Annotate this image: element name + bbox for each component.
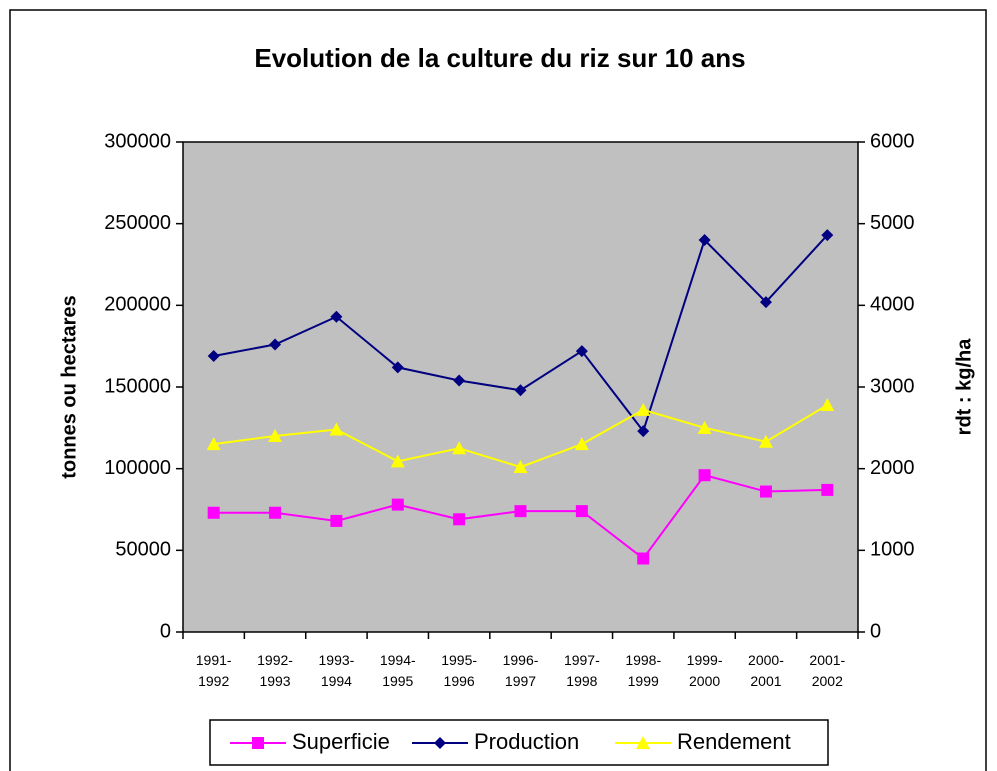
y-tick-label: 300000	[104, 130, 171, 152]
y-tick-label: 150000	[104, 375, 171, 397]
marker	[453, 513, 466, 526]
marker	[575, 505, 588, 518]
legend-label: Production	[474, 729, 579, 754]
marker	[759, 296, 772, 309]
marker	[574, 437, 589, 451]
x-tick-label: 1994-1995	[380, 652, 416, 689]
x-tick-label: 1997-1998	[564, 652, 600, 689]
y2-tick-label: 2000	[870, 457, 915, 479]
marker	[268, 429, 283, 442]
y-tick-label: 250000	[104, 212, 171, 234]
marker	[269, 506, 282, 519]
y2-tick-label: 1000	[870, 539, 915, 561]
marker	[575, 345, 588, 358]
x-tick-label: 1996-1997	[503, 652, 539, 689]
y2-tick-label: 6000	[870, 130, 915, 152]
chart-title: Evolution de la culture du riz sur 10 an…	[254, 43, 745, 73]
marker	[637, 552, 650, 565]
marker	[759, 485, 772, 498]
marker	[434, 737, 446, 749]
x-tick-label: 2001-2002	[809, 652, 845, 689]
marker	[698, 469, 711, 482]
x-tick-label: 1999-2000	[687, 652, 723, 689]
marker	[391, 361, 404, 374]
x-tick-label: 1995-1996	[441, 652, 477, 689]
marker	[390, 454, 405, 468]
legend-label: Superficie	[292, 729, 390, 754]
marker	[697, 420, 712, 434]
marker	[636, 402, 651, 416]
x-tick-label: 1992-1993	[257, 652, 293, 689]
marker	[207, 506, 220, 519]
marker	[698, 234, 711, 246]
marker	[453, 374, 466, 387]
legend-label: Rendement	[677, 729, 791, 754]
x-tick-label: 2000-2001	[748, 652, 784, 689]
x-tick-label: 1998-1999	[625, 652, 661, 689]
marker	[452, 441, 467, 455]
y-tick-label: 100000	[104, 457, 171, 479]
marker	[269, 338, 282, 351]
marker	[514, 505, 527, 518]
marker	[514, 384, 527, 397]
marker	[637, 425, 650, 438]
marker	[758, 434, 773, 448]
y2-axis-label: rdt : kg/ha	[953, 338, 975, 436]
y-tick-label: 0	[160, 620, 171, 642]
marker	[330, 310, 343, 323]
marker	[252, 737, 264, 749]
marker	[820, 397, 835, 411]
marker	[513, 460, 528, 474]
y2-tick-label: 4000	[870, 294, 915, 316]
y-axis-label: tonnes ou hectares	[58, 295, 80, 478]
x-tick-label: 1993-1994	[319, 652, 355, 689]
marker	[821, 483, 834, 496]
y2-tick-label: 3000	[870, 375, 915, 397]
y2-tick-label: 0	[870, 620, 881, 642]
marker	[329, 422, 344, 436]
legend-box	[209, 719, 829, 766]
marker	[330, 514, 343, 527]
y-tick-label: 50000	[115, 539, 171, 561]
marker	[207, 349, 220, 362]
marker	[391, 498, 404, 511]
y2-tick-label: 5000	[870, 212, 915, 234]
marker	[206, 437, 221, 451]
marker	[636, 736, 650, 749]
marker	[821, 229, 834, 242]
x-tick-label: 1991-1992	[196, 652, 232, 689]
y-tick-label: 200000	[104, 294, 171, 316]
